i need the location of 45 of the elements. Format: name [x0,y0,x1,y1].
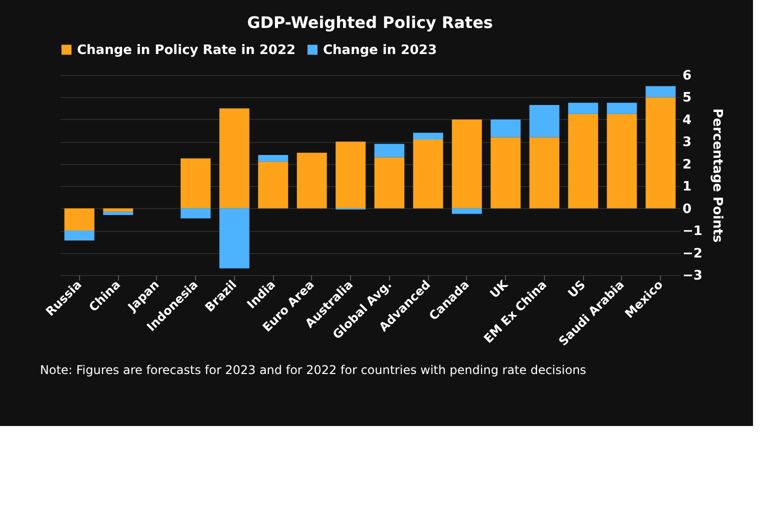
chart-title: GDP-Weighted Policy Rates [247,13,493,32]
bar [646,97,676,208]
bar [374,144,404,158]
bar [413,132,444,140]
y-tick-label: −3 [682,268,702,284]
bar [606,102,637,114]
y-tick-label: 1 [682,180,692,195]
x-tick-label: UK [487,277,512,301]
bar [219,108,250,208]
bar [490,119,521,138]
bar [646,86,676,98]
bar [413,139,444,208]
bar [452,119,482,208]
y-axis-title: Percentage Points [709,108,724,243]
bar [568,114,598,208]
text: Note: Figures are forecasts for 2023 and for 2022 for countries with pending rate decisions [40,363,586,377]
y-tick-label: −2 [682,246,702,262]
y-tick-label: −1 [682,224,702,240]
bar [103,212,134,215]
bar [64,208,94,231]
y-tick-label: 0 [682,202,692,217]
legend-label: Change in Policy Rate in 2022 [77,42,296,58]
bar [180,158,211,208]
bar [336,142,366,208]
bar [258,162,288,208]
bar [568,102,598,114]
x-tick-label: US [565,278,588,300]
y-tick-label: 5 [682,90,692,106]
bar [180,208,211,218]
y-tick-label: 6 [682,68,692,84]
bar [296,152,327,208]
bar [529,137,560,208]
bar [219,208,250,268]
bar [452,208,482,214]
bar [606,114,637,208]
bar [529,105,560,138]
y-tick-label: 3 [682,135,692,150]
bar [374,157,404,208]
bar [103,208,134,212]
bar [64,230,94,241]
y-tick-label: 4 [682,112,692,128]
legend-label: Change in 2023 [323,42,437,58]
bar [258,155,288,162]
bar [490,137,521,208]
y-tick-label: 2 [682,157,692,172]
